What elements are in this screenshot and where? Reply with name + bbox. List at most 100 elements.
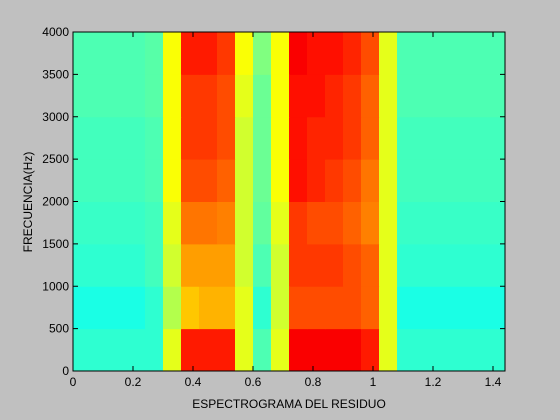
heatmap-cell: [217, 116, 236, 160]
heatmap-cell: [73, 328, 92, 372]
heatmap-cell: [235, 74, 254, 118]
heatmap-cell: [469, 328, 488, 372]
heatmap-cell: [271, 116, 290, 160]
heatmap-cell: [361, 74, 380, 118]
heatmap-cell: [217, 74, 236, 118]
heatmap-cell: [289, 32, 308, 75]
heatmap-cell: [127, 159, 146, 202]
heatmap-cell: [325, 201, 344, 245]
heatmap-cell: [469, 116, 488, 160]
heatmap-cell: [361, 286, 380, 330]
heatmap-cell: [271, 159, 290, 202]
heatmap-cell: [361, 32, 380, 75]
x-axis-label: ESPECTROGRAMA DEL RESIDUO: [192, 397, 386, 411]
heatmap-cell: [469, 286, 488, 330]
heatmap-cell: [325, 243, 344, 287]
x-tick-label: 0.8: [305, 375, 322, 389]
heatmap-cell: [415, 328, 434, 372]
heatmap-cell: [325, 74, 344, 118]
heatmap-cell: [127, 328, 146, 372]
heatmap-cell: [253, 328, 272, 372]
heatmap-cell: [235, 201, 254, 245]
heatmap-cell: [379, 32, 398, 75]
heatmap-cell: [163, 201, 182, 245]
heatmap-cell: [451, 243, 470, 287]
x-tick-label: 0.6: [245, 375, 262, 389]
heatmap-cell: [271, 201, 290, 245]
heatmap-cell: [163, 286, 182, 330]
heatmap-cell: [109, 243, 128, 287]
heatmap-cell: [109, 328, 128, 372]
heatmap-cell: [415, 116, 434, 160]
heatmap-cell: [451, 159, 470, 202]
heatmap-cell: [253, 159, 272, 202]
heatmap-cell: [109, 32, 128, 75]
heatmap-cell: [127, 201, 146, 245]
heatmap-cell: [487, 32, 506, 75]
heatmap-cell: [433, 32, 452, 75]
heatmap-cell: [433, 286, 452, 330]
heatmap-cell: [145, 286, 164, 330]
heatmap-cell: [487, 159, 506, 202]
heatmap-cell: [469, 74, 488, 118]
heatmap-cell: [271, 74, 290, 118]
y-tick-label: 4000: [42, 25, 69, 39]
heatmap-cell: [91, 243, 110, 287]
heatmap-cell: [307, 243, 326, 287]
heatmap-cell: [109, 286, 128, 330]
y-tick-label: 1500: [42, 237, 69, 251]
heatmap-cell: [469, 159, 488, 202]
heatmap-cell: [307, 201, 326, 245]
heatmap-cell: [415, 159, 434, 202]
heatmap-cell: [397, 328, 416, 372]
heatmap-cell: [469, 201, 488, 245]
heatmap-cell: [325, 328, 344, 372]
heatmap-cell: [379, 243, 398, 287]
heatmap-cell: [217, 201, 236, 245]
heatmap-cell: [163, 159, 182, 202]
heatmap-cell: [145, 201, 164, 245]
x-tick-label: 1.2: [425, 375, 442, 389]
heatmap-cell: [109, 74, 128, 118]
heatmap-cell: [361, 116, 380, 160]
heatmap-cell: [199, 328, 218, 372]
y-tick-label: 1000: [42, 279, 69, 293]
heatmap-cell: [217, 32, 236, 75]
heatmap-cell: [379, 74, 398, 118]
heatmap-cell: [199, 243, 218, 287]
heatmap-cell: [199, 286, 218, 330]
heatmap-cell: [361, 328, 380, 372]
heatmap-cell: [181, 32, 200, 75]
heatmap-cell: [145, 243, 164, 287]
heatmap-cell: [307, 286, 326, 330]
y-tick-label: 2000: [42, 195, 69, 209]
heatmap-cell: [451, 32, 470, 75]
heatmap-cell: [451, 116, 470, 160]
heatmap-cell: [451, 328, 470, 372]
heatmap-cell: [415, 74, 434, 118]
y-tick-label: 3000: [42, 110, 69, 124]
heatmap-cell: [415, 243, 434, 287]
heatmap-cell: [397, 32, 416, 75]
heatmap-cell: [289, 243, 308, 287]
heatmap-cell: [199, 74, 218, 118]
heatmap-cell: [433, 201, 452, 245]
heatmap-cell: [415, 32, 434, 75]
heatmap-cell: [325, 116, 344, 160]
heatmap-cell: [163, 74, 182, 118]
heatmap-cell: [235, 32, 254, 75]
heatmap-cell: [199, 32, 218, 75]
heatmap-cell: [361, 201, 380, 245]
heatmap-cell: [325, 159, 344, 202]
heatmap-cell: [343, 32, 362, 75]
heatmap-cell: [487, 243, 506, 287]
heatmap-cell: [415, 286, 434, 330]
heatmap-cell: [91, 159, 110, 202]
heatmap-cell: [289, 328, 308, 372]
heatmap-cell: [343, 74, 362, 118]
heatmap-cell: [73, 286, 92, 330]
heatmap-cell: [271, 328, 290, 372]
heatmap-cell: [73, 32, 92, 75]
heatmap-cell: [199, 116, 218, 160]
